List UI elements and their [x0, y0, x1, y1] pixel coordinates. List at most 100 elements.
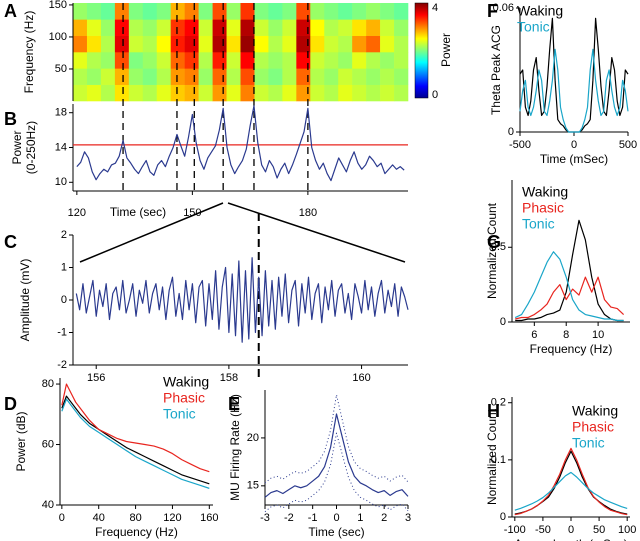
x-tick-label: 0	[333, 512, 339, 524]
heat-cell	[198, 52, 213, 69]
heat-cell	[310, 68, 325, 85]
y-axis-label: Normalized Count	[485, 202, 499, 299]
heat-cell	[324, 84, 339, 102]
data-line	[519, 48, 629, 133]
heat-cell	[73, 19, 88, 36]
heat-cell	[324, 19, 339, 36]
heat-cell	[86, 68, 102, 85]
heat-cell	[156, 68, 172, 85]
zoom-connector	[227, 202, 406, 263]
x-tick-label: 160	[200, 512, 218, 524]
heat-cell	[268, 35, 283, 53]
heat-cell	[198, 84, 213, 102]
heat-cell	[380, 52, 395, 69]
x-tick-label: 0	[568, 524, 574, 536]
x-tick-label: -1	[308, 512, 318, 524]
y-axis-label: (0-250Hz)	[24, 121, 38, 174]
heat-cell	[170, 68, 185, 85]
heat-cell	[156, 84, 172, 102]
heat-cell	[352, 35, 367, 53]
heat-cell	[240, 52, 255, 69]
heat-cell	[338, 68, 353, 85]
heat-cell	[366, 52, 381, 69]
legend-entry: Phasic	[522, 200, 564, 216]
panel-letter: C	[4, 232, 17, 252]
heat-cell	[212, 52, 227, 69]
heat-cell	[296, 35, 311, 53]
heat-cell	[268, 19, 283, 36]
heat-cell	[282, 52, 297, 69]
heat-cell	[184, 52, 199, 69]
heat-cell	[156, 3, 172, 20]
x-tick-label: 40	[93, 512, 105, 524]
heat-cell	[100, 3, 116, 20]
colorbar-tick-label: 0	[432, 89, 438, 101]
y-axis-label: Frequency (Hz)	[22, 11, 36, 94]
x-tick-label: -2	[284, 512, 294, 524]
heat-cell	[296, 19, 311, 36]
heat-cell	[254, 52, 269, 69]
heat-cell	[296, 3, 311, 20]
x-tick-label: 120	[68, 207, 86, 219]
data-line	[76, 105, 405, 182]
heat-cell	[142, 19, 158, 36]
heat-cell	[282, 3, 297, 20]
heat-cell	[338, 3, 353, 20]
data-line	[264, 413, 409, 498]
heat-cell	[310, 3, 325, 20]
x-tick-label: 180	[299, 207, 317, 219]
data-line	[514, 450, 628, 515]
heat-cell	[100, 68, 116, 85]
heat-cell	[212, 19, 227, 36]
heat-cell	[128, 3, 144, 20]
heat-cell	[100, 52, 116, 69]
heat-cell	[73, 52, 88, 69]
y-axis-label: Theta Peak ACG	[489, 25, 503, 115]
heat-cell	[352, 19, 367, 36]
heat-cell	[352, 84, 367, 102]
heat-cell	[73, 35, 88, 53]
y-axis-label: Normalized Count	[485, 408, 499, 505]
heat-cell	[100, 35, 116, 53]
heat-cell	[282, 19, 297, 36]
heat-cell	[198, 3, 213, 20]
heat-cell	[366, 84, 381, 102]
panel-letter: F	[487, 1, 498, 21]
data-line	[75, 257, 409, 343]
data-line	[61, 395, 210, 485]
x-tick-label: -100	[504, 524, 526, 536]
colorbar-tick-label: 4	[432, 2, 438, 14]
y-tick-label: 0	[508, 126, 514, 138]
x-tick-label: 158	[220, 372, 238, 384]
heat-cell	[366, 3, 381, 20]
data-line	[515, 276, 625, 320]
y-tick-label: 0	[500, 316, 506, 328]
heat-cell	[198, 68, 213, 85]
heat-cell	[114, 68, 130, 85]
data-line	[61, 398, 210, 489]
heat-cell	[324, 68, 339, 85]
heat-cell	[198, 19, 213, 36]
x-axis-label: Time (sec)	[110, 205, 166, 219]
heat-cell	[86, 35, 102, 53]
heat-cell	[73, 68, 88, 85]
heat-cell	[324, 52, 339, 69]
heat-cell	[394, 35, 409, 53]
heat-cell	[114, 35, 130, 53]
heat-cell	[128, 35, 144, 53]
panel-letter: B	[4, 109, 17, 129]
data-line	[264, 394, 409, 484]
heat-cell	[73, 84, 88, 102]
legend-entry: Tonic	[163, 406, 196, 422]
heat-cell	[86, 3, 102, 20]
heat-cell	[394, 19, 409, 36]
y-tick-label: 0	[500, 511, 506, 523]
y-tick-label: 15	[247, 480, 259, 492]
heat-cell	[240, 35, 255, 53]
x-tick-label: 0	[571, 139, 577, 151]
heat-cell	[86, 19, 102, 36]
heat-cell	[142, 3, 158, 20]
heat-cell	[254, 3, 269, 20]
heat-cell	[268, 3, 283, 20]
y-axis-label: Power (dB)	[14, 411, 28, 471]
